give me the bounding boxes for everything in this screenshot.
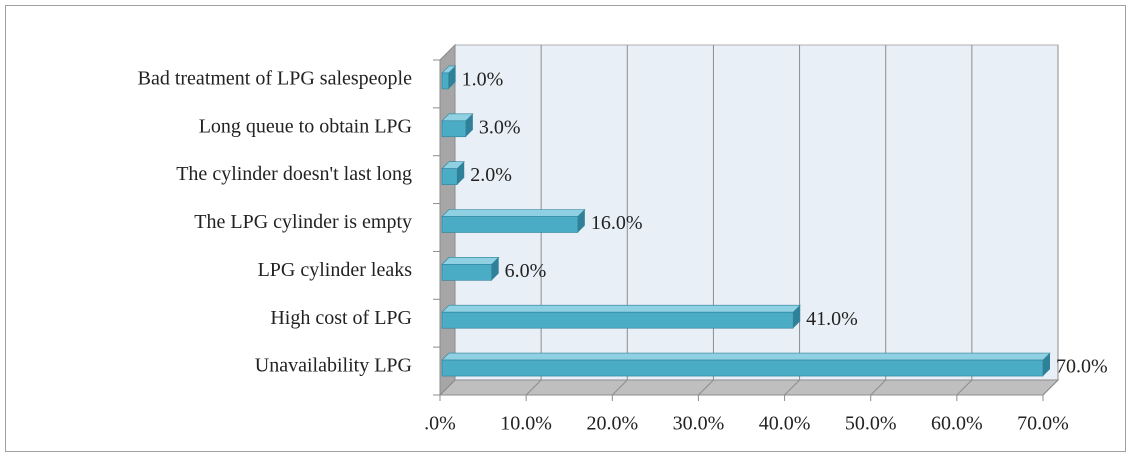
floor-grid-line xyxy=(870,379,887,396)
x-tick-label: 10.0% xyxy=(500,413,552,435)
bar-side xyxy=(465,113,473,137)
x-tick-label: 20.0% xyxy=(586,413,638,435)
x-tick-label: .0% xyxy=(424,413,456,435)
y-tick-label: The LPG cylinder is empty xyxy=(194,211,412,233)
y-tick-label: The cylinder doesn't last long xyxy=(176,163,412,185)
bar xyxy=(441,311,794,329)
bar-top xyxy=(441,352,1051,361)
x-tick-label: 50.0% xyxy=(845,413,897,435)
bar xyxy=(441,216,579,233)
bar xyxy=(441,72,449,90)
bar-top xyxy=(441,209,586,217)
floor-grid-line xyxy=(784,379,800,396)
y-tick-label: Unavailability LPG xyxy=(255,355,412,377)
y-tick-label: LPG cylinder leaks xyxy=(258,259,413,281)
bar xyxy=(441,264,492,281)
bar-side xyxy=(448,65,456,89)
value-label: 41.0% xyxy=(806,308,858,330)
floor-grid-line xyxy=(525,379,542,396)
value-label: 16.0% xyxy=(591,212,643,234)
bar-side xyxy=(457,161,465,185)
value-label: 70.0% xyxy=(1056,356,1108,378)
bar-side xyxy=(577,209,585,233)
floor-grid-line xyxy=(698,379,714,396)
floor-grid-line xyxy=(439,379,456,396)
bar-side xyxy=(491,257,499,281)
value-label: 3.0% xyxy=(479,116,521,138)
bar-side xyxy=(1043,353,1050,377)
x-tick-label: 60.0% xyxy=(931,413,983,435)
value-label: 6.0% xyxy=(505,260,547,282)
bar xyxy=(441,120,467,138)
floor-grid-line xyxy=(1042,379,1059,396)
x-tick-label: 40.0% xyxy=(759,413,811,435)
x-tick-label: 30.0% xyxy=(673,413,725,435)
bar xyxy=(441,168,458,185)
floor xyxy=(438,379,1060,396)
bar-top xyxy=(441,257,500,265)
y-tick-label: Long queue to obtain LPG xyxy=(199,115,412,137)
y-tick-label: High cost of LPG xyxy=(270,307,412,329)
bar xyxy=(441,359,1044,377)
y-tick-label: Bad treatment of LPG salespeople xyxy=(138,68,412,90)
x-tick-label: 70.0% xyxy=(1017,413,1069,435)
value-label: 1.0% xyxy=(462,69,504,91)
value-label: 2.0% xyxy=(470,164,512,186)
floor-grid-line xyxy=(956,379,973,396)
bar-top xyxy=(441,304,801,313)
floor-grid-line xyxy=(611,379,628,396)
bar-side xyxy=(793,305,801,329)
